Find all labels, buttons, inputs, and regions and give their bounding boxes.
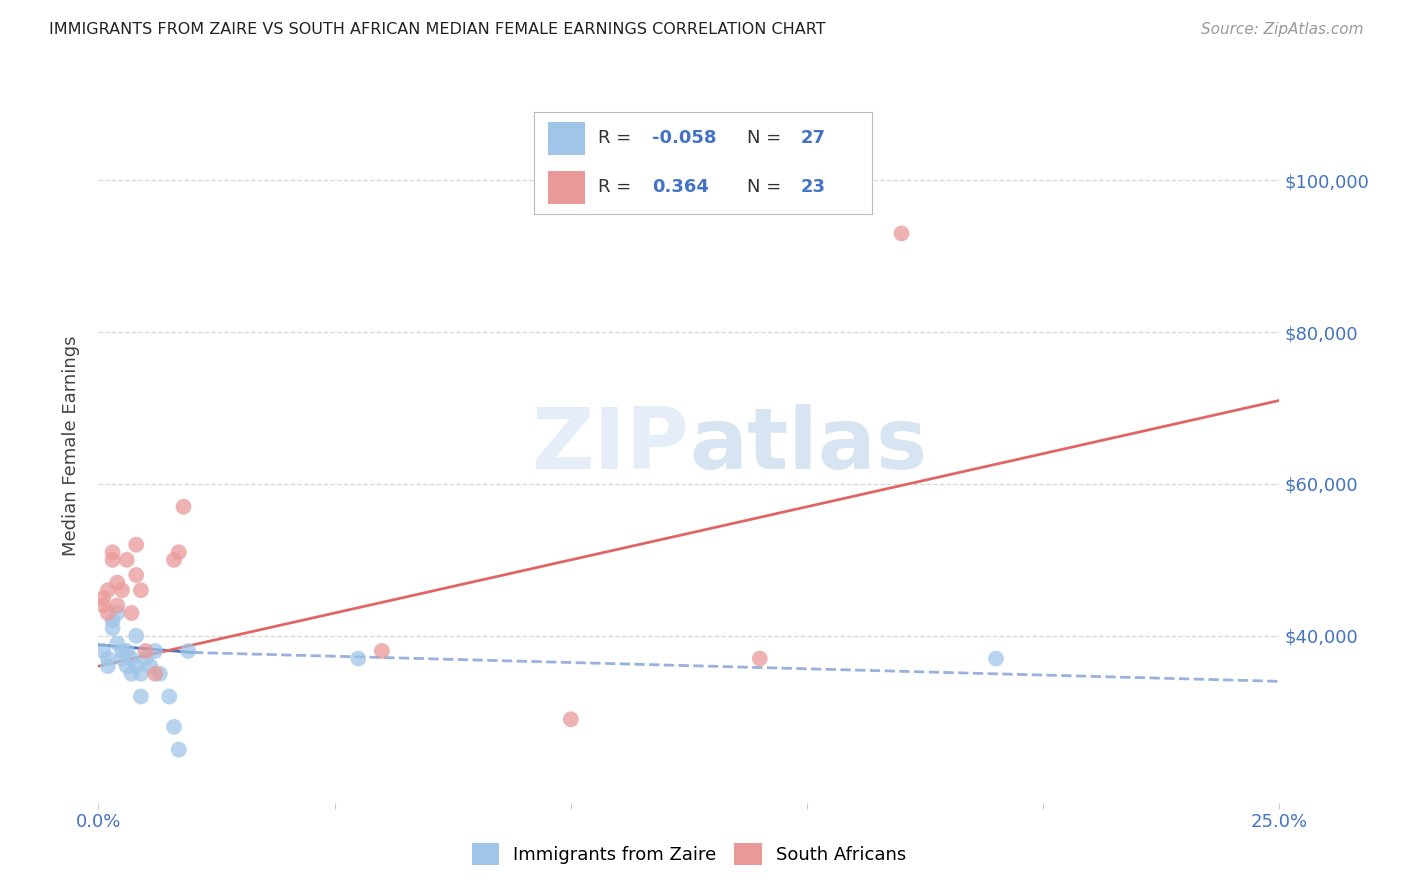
Point	[105, 575, 128, 590]
Point	[111, 583, 134, 598]
Point	[748, 651, 770, 665]
Point	[125, 659, 148, 673]
Y-axis label: Median Female Earnings: Median Female Earnings	[62, 335, 80, 557]
Point	[115, 553, 138, 567]
Point	[143, 666, 166, 681]
Point	[111, 644, 134, 658]
Point	[91, 599, 114, 613]
Point	[163, 553, 186, 567]
Point	[121, 651, 143, 665]
Point	[129, 583, 152, 598]
Point	[97, 606, 120, 620]
Point	[157, 690, 180, 704]
Point	[125, 538, 148, 552]
Text: N =: N =	[747, 178, 787, 196]
Point	[111, 651, 134, 665]
Text: IMMIGRANTS FROM ZAIRE VS SOUTH AFRICAN MEDIAN FEMALE EARNINGS CORRELATION CHART: IMMIGRANTS FROM ZAIRE VS SOUTH AFRICAN M…	[49, 22, 825, 37]
Point	[125, 629, 148, 643]
Point	[347, 651, 370, 665]
Point	[101, 621, 124, 635]
Point	[890, 227, 912, 241]
Point	[560, 712, 582, 726]
Text: Source: ZipAtlas.com: Source: ZipAtlas.com	[1201, 22, 1364, 37]
Point	[121, 666, 143, 681]
Text: R =: R =	[599, 178, 637, 196]
Point	[101, 553, 124, 567]
Text: 27: 27	[801, 129, 825, 147]
Point	[97, 583, 120, 598]
Point	[129, 690, 152, 704]
Point	[91, 644, 114, 658]
Text: N =: N =	[747, 129, 787, 147]
Point	[143, 644, 166, 658]
Point	[135, 651, 157, 665]
Point	[139, 659, 162, 673]
Point	[97, 659, 120, 673]
Text: 0.364: 0.364	[652, 178, 709, 196]
Point	[115, 659, 138, 673]
Point	[91, 591, 114, 605]
Point	[135, 644, 157, 658]
Text: 23: 23	[801, 178, 825, 196]
FancyBboxPatch shape	[548, 171, 585, 204]
Point	[984, 651, 1007, 665]
Point	[371, 644, 394, 658]
Point	[129, 666, 152, 681]
Point	[163, 720, 186, 734]
Text: R =: R =	[599, 129, 637, 147]
FancyBboxPatch shape	[548, 122, 585, 154]
Text: atlas: atlas	[689, 404, 927, 488]
Point	[149, 666, 172, 681]
Text: -0.058: -0.058	[652, 129, 717, 147]
Point	[167, 545, 190, 559]
Point	[105, 599, 128, 613]
Point	[125, 568, 148, 582]
Point	[115, 644, 138, 658]
Point	[105, 636, 128, 650]
Point	[167, 742, 190, 756]
Point	[177, 644, 200, 658]
Text: ZIP: ZIP	[531, 404, 689, 488]
Point	[105, 606, 128, 620]
Point	[97, 651, 120, 665]
Legend: Immigrants from Zaire, South Africans: Immigrants from Zaire, South Africans	[464, 836, 914, 872]
Point	[101, 545, 124, 559]
Point	[172, 500, 194, 514]
Point	[121, 606, 143, 620]
Point	[101, 614, 124, 628]
